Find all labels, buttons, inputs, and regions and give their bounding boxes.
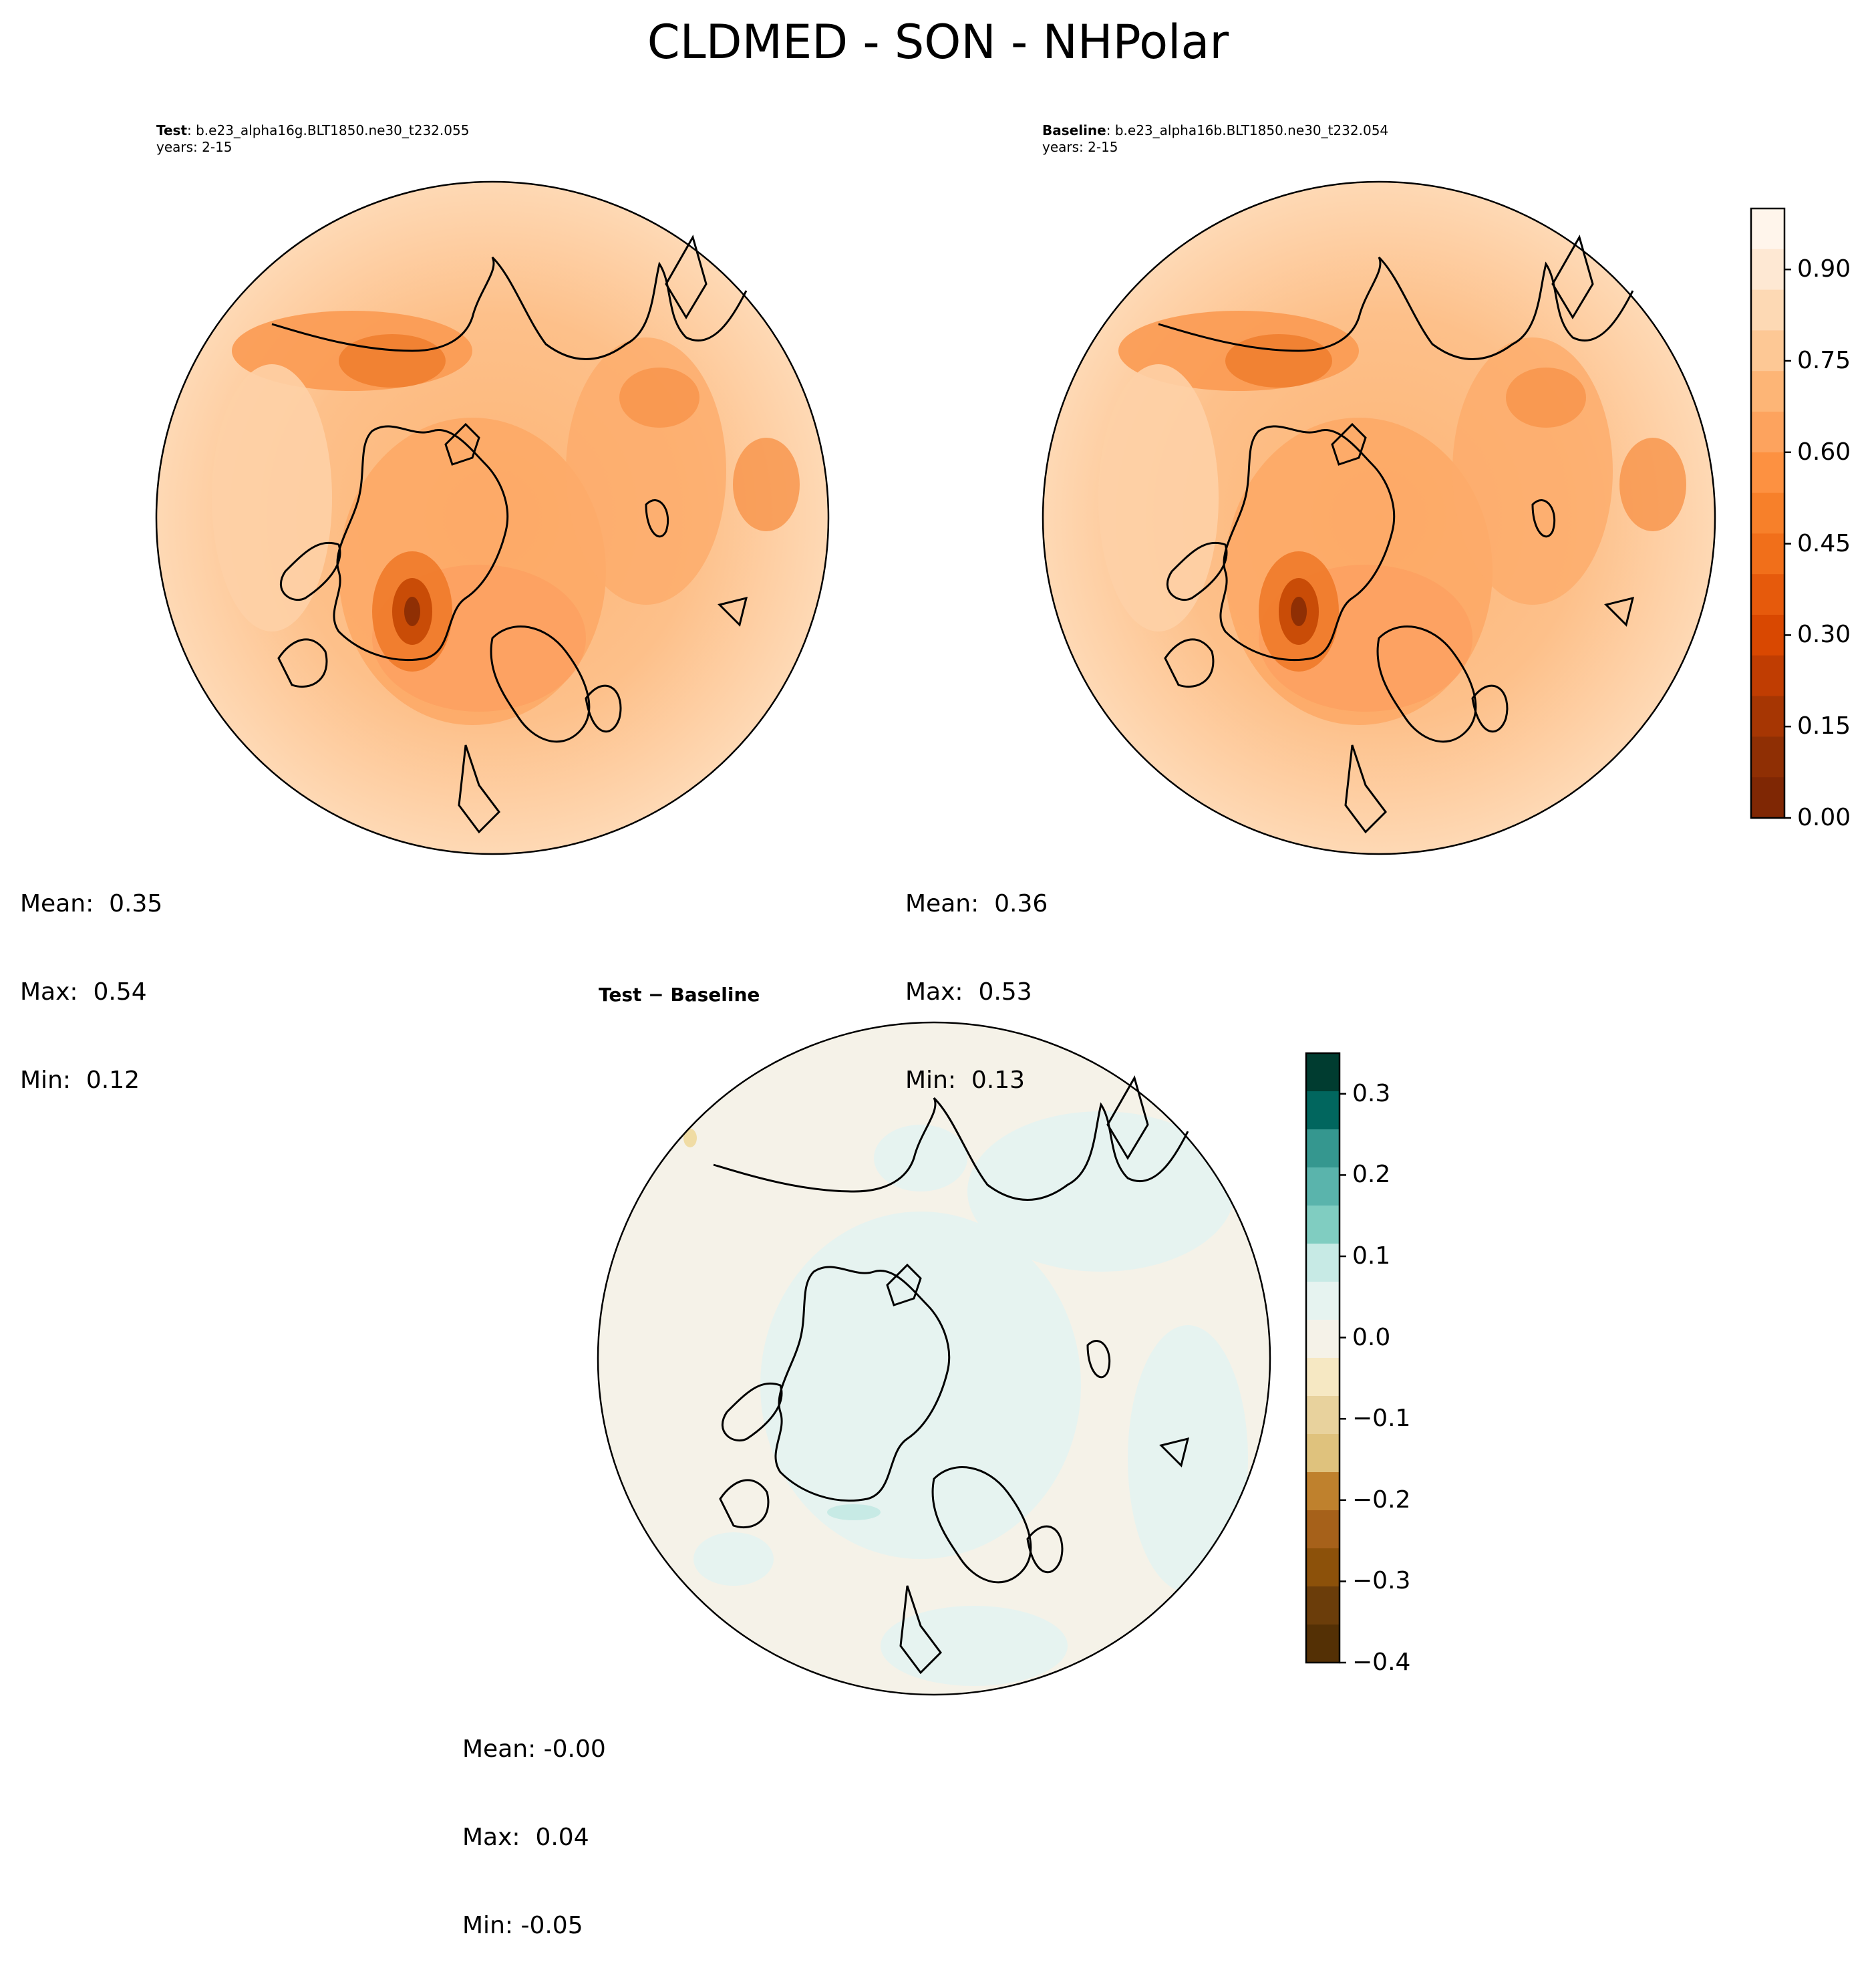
- test-stats: Mean: 0.35 Max: 0.54 Min: 0.12: [20, 831, 162, 1125]
- test-case-name: : b.e23_alpha16g.BLT1850.ne30_t232.055: [187, 122, 470, 138]
- difference-colorbar-tick-label: −0.2: [1352, 1486, 1411, 1514]
- difference-colorbar-tick-label: −0.4: [1352, 1649, 1411, 1676]
- main-colorbar-tick-label: 0.30: [1797, 621, 1851, 649]
- difference-colorbar-swatch: [1306, 1167, 1340, 1206]
- test-field: [156, 182, 828, 854]
- test-years: years: 2-15: [156, 139, 232, 155]
- test-mean: Mean: 0.35: [20, 890, 163, 918]
- difference-min: Min: -0.05: [462, 1912, 583, 1939]
- difference-colorbar-tick-label: −0.3: [1352, 1567, 1411, 1595]
- difference-colorbar-swatch: [1306, 1129, 1340, 1168]
- main-colorbar-swatch: [1751, 412, 1784, 453]
- difference-colorbar-tick-label: 0.0: [1352, 1323, 1391, 1351]
- test-coastlines: [271, 235, 748, 834]
- difference-panel-title: Test − Baseline: [599, 984, 760, 1006]
- difference-colorbar-swatch: [1306, 1396, 1340, 1435]
- baseline-panel-title: Baseline: b.e23_alpha16b.BLT1850.ne30_t2…: [1042, 122, 1388, 139]
- main-colorbar-tick-label: 0.75: [1797, 347, 1851, 374]
- difference-coastlines: [713, 1075, 1190, 1675]
- main-colorbar-swatch: [1751, 249, 1784, 291]
- main-colorbar-swatch: [1751, 371, 1784, 412]
- main-colorbar-tick-label: 0.45: [1797, 529, 1851, 557]
- difference-colorbar-swatch: [1306, 1625, 1340, 1663]
- difference-max: Max: 0.04: [462, 1824, 589, 1851]
- main-colorbar-swatch: [1751, 533, 1784, 575]
- difference-colorbar-swatch: [1306, 1586, 1340, 1625]
- difference-colorbar-ticks: 0.3 0.2 0.1 0.0 −0.1 −0.2 −0.3 −0.4: [1352, 1053, 1426, 1675]
- main-colorbar-tick-label: 0.60: [1797, 438, 1851, 466]
- difference-colorbar-swatch: [1306, 1053, 1340, 1092]
- difference-colorbar-frame: [1305, 1052, 1341, 1664]
- main-colorbar-swatch: [1751, 615, 1784, 656]
- main-colorbar-ticks: 0.00 0.15 0.30 0.45 0.60 0.75 0.90: [1797, 208, 1871, 831]
- main-colorbar-swatch: [1751, 492, 1784, 534]
- difference-colorbar-swatch: [1306, 1320, 1340, 1359]
- baseline-map-boundary: [1042, 180, 1716, 855]
- baseline-case-name: : b.e23_alpha16b.BLT1850.ne30_t232.054: [1106, 122, 1389, 138]
- difference-colorbar-swatch: [1306, 1548, 1340, 1587]
- main-colorbar-frame: [1750, 207, 1786, 819]
- difference-colorbar-swatch: [1306, 1434, 1340, 1473]
- difference-colorbar-tick-label: 0.2: [1352, 1161, 1391, 1189]
- baseline-coastlines: [1158, 235, 1635, 834]
- difference-colorbar-swatch: [1306, 1091, 1340, 1130]
- baseline-label: Baseline: [1042, 122, 1106, 138]
- main-colorbar-tick-label: 0.15: [1797, 712, 1851, 740]
- test-label: Test: [156, 122, 188, 138]
- main-colorbar: [1750, 207, 1791, 819]
- figure-title: CLDMED - SON - NHPolar: [647, 15, 1229, 69]
- difference-colorbar-swatch: [1306, 1244, 1340, 1282]
- difference-stats: Mean: -0.00 Max: 0.04 Min: -0.05: [462, 1676, 606, 1970]
- difference-colorbar-swatch: [1306, 1282, 1340, 1320]
- main-colorbar-swatch: [1751, 452, 1784, 494]
- difference-polar-map: [597, 1021, 1271, 1696]
- test-polar-map: [155, 180, 830, 855]
- difference-colorbar-swatch: [1306, 1510, 1340, 1549]
- main-colorbar-tick-label: 0.90: [1797, 255, 1851, 283]
- baseline-max: Max: 0.53: [905, 978, 1032, 1006]
- main-colorbar-swatch: [1751, 655, 1784, 697]
- main-colorbar-swatch: [1751, 736, 1784, 778]
- difference-map-boundary: [597, 1021, 1271, 1696]
- test-panel-title: Test: b.e23_alpha16g.BLT1850.ne30_t232.0…: [156, 122, 469, 139]
- test-min: Min: 0.12: [20, 1067, 140, 1094]
- test-map-boundary: [155, 180, 830, 855]
- baseline-field: [1043, 182, 1715, 854]
- main-colorbar-swatch: [1751, 208, 1784, 250]
- main-colorbar-swatch: [1751, 777, 1784, 819]
- test-max: Max: 0.54: [20, 978, 147, 1006]
- difference-colorbar-swatch: [1306, 1358, 1340, 1397]
- baseline-stats: Mean: 0.36 Max: 0.53 Min: 0.13: [905, 831, 1048, 1125]
- baseline-mean: Mean: 0.36: [905, 890, 1048, 918]
- baseline-years: years: 2-15: [1042, 139, 1118, 155]
- baseline-polar-map: [1042, 180, 1716, 855]
- difference-colorbar-swatch: [1306, 1206, 1340, 1244]
- main-colorbar-swatch: [1751, 330, 1784, 372]
- difference-colorbar-tick-label: −0.1: [1352, 1405, 1411, 1433]
- main-colorbar-swatch: [1751, 696, 1784, 737]
- difference-field: [598, 1022, 1270, 1695]
- main-colorbar-tick-label: 0.00: [1797, 804, 1851, 831]
- baseline-min: Min: 0.13: [905, 1067, 1026, 1094]
- difference-mean: Mean: -0.00: [462, 1735, 606, 1763]
- difference-colorbar-tick-label: 0.1: [1352, 1242, 1391, 1270]
- difference-colorbar-swatch: [1306, 1472, 1340, 1511]
- main-colorbar-swatch: [1751, 289, 1784, 331]
- main-colorbar-swatch: [1751, 574, 1784, 615]
- difference-colorbar: [1305, 1052, 1346, 1664]
- difference-colorbar-tick-label: 0.3: [1352, 1079, 1391, 1107]
